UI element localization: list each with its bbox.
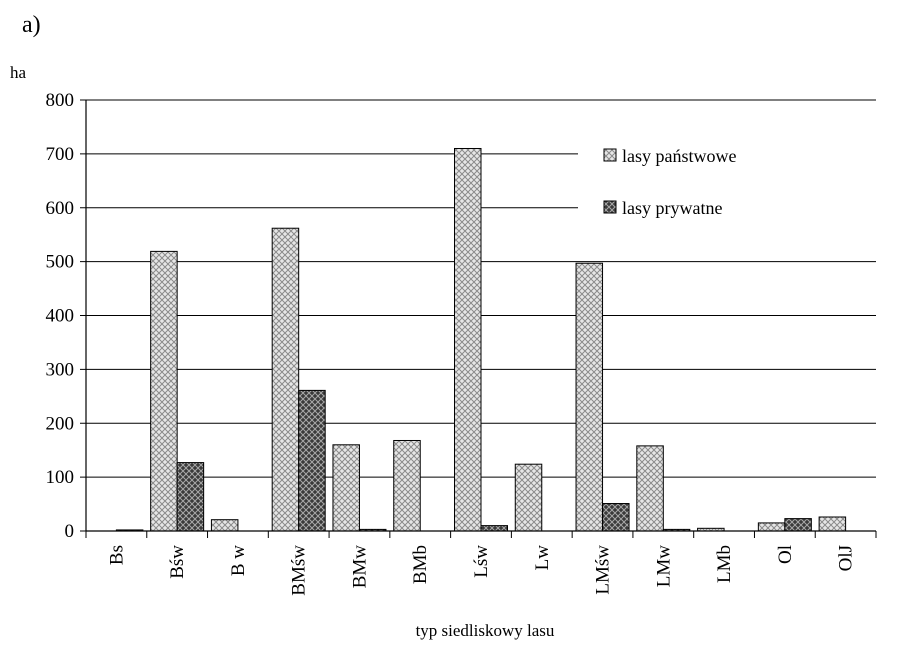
y-tick-label: 800	[46, 90, 75, 111]
y-tick-label: 100	[46, 467, 75, 488]
bars	[115, 147, 847, 532]
x-tick-label: LMśw	[593, 545, 614, 595]
y-tick-label: 700	[46, 144, 75, 165]
bar-prywatne	[784, 518, 812, 532]
bar-panstwowe	[454, 147, 482, 532]
y-tick-label: 500	[46, 252, 75, 273]
y-tick-label: 300	[46, 359, 75, 380]
bar-panstwowe	[514, 463, 543, 532]
bar-prywatne	[480, 525, 508, 532]
legend: lasy państwowe lasy prywatne	[603, 146, 736, 218]
x-tick-label: BMśw	[289, 545, 310, 596]
legend-swatch	[603, 148, 617, 162]
bar-panstwowe	[818, 516, 847, 532]
x-tick-label: Ol	[775, 545, 796, 564]
bar-prywatne	[298, 389, 326, 532]
y-tick-label: 200	[46, 413, 75, 434]
bar-panstwowe	[271, 227, 300, 532]
x-tick-label: LMw	[653, 545, 674, 588]
x-tick-label: Bs	[106, 545, 127, 565]
bar-panstwowe	[210, 519, 239, 532]
bar-panstwowe	[757, 522, 786, 532]
bar-panstwowe	[575, 262, 604, 532]
y-tick-label: 600	[46, 198, 75, 219]
x-tick-label: Bśw	[167, 545, 188, 579]
bar-panstwowe	[150, 250, 178, 532]
legend-label: lasy prywatne	[622, 198, 722, 218]
axes: 0 100 200 300 400 500 600 700 800 Bs Bśw B w BMśw BMw…	[46, 90, 877, 596]
x-axis-title: typ siedliskowy lasu	[416, 621, 555, 640]
x-tick-label: Lśw	[471, 545, 492, 578]
bar-prywatne	[602, 503, 630, 532]
y-tick-label: 400	[46, 306, 75, 327]
bar-prywatne	[176, 462, 205, 532]
x-tick-label: Lw	[532, 545, 553, 571]
x-tick-label: BMw	[349, 545, 370, 589]
bar-panstwowe	[332, 444, 360, 532]
x-tick-label: B w	[228, 545, 249, 576]
legend-label: lasy państwowe	[622, 146, 736, 166]
legend-swatch	[603, 200, 617, 214]
bar-panstwowe	[636, 445, 664, 532]
x-tick-label: LMb	[714, 545, 735, 583]
y-axis-title: ha	[10, 63, 27, 82]
bar-panstwowe	[393, 439, 421, 532]
x-tick-label: BMb	[410, 545, 431, 584]
panel-label: a)	[22, 12, 41, 38]
y-tick-label: 0	[65, 521, 75, 542]
x-tick-label: OlJ	[836, 545, 857, 571]
